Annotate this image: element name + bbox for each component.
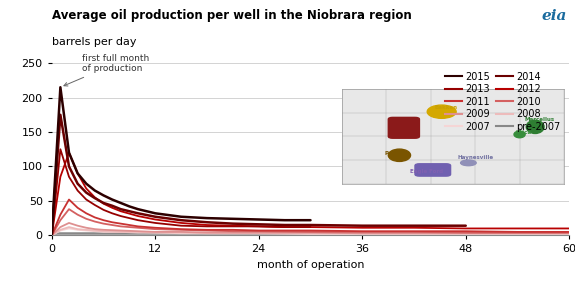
Text: eia: eia [541, 9, 566, 23]
X-axis label: month of operation: month of operation [257, 260, 364, 270]
Text: first full month
of production: first full month of production [64, 54, 149, 86]
Legend: 2015, 2013, 2011, 2009, 2007, 2014, 2012, 2010, 2008, pre-2007: 2015, 2013, 2011, 2009, 2007, 2014, 2012… [441, 68, 565, 135]
Text: Average oil production per well in the Niobrara region: Average oil production per well in the N… [52, 9, 412, 22]
Text: barrels per day: barrels per day [52, 37, 136, 47]
